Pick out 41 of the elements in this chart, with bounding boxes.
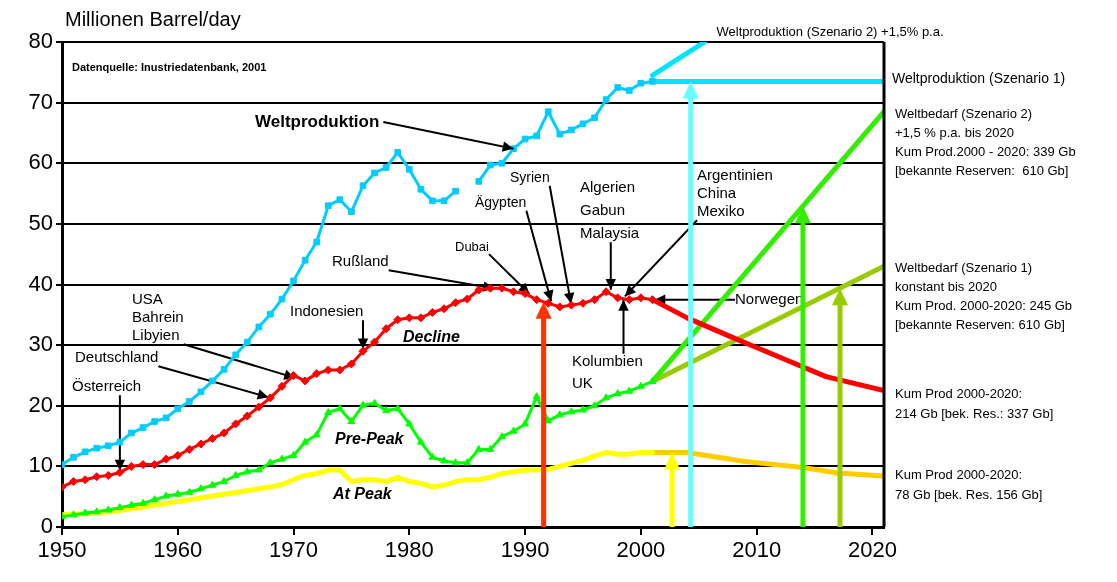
x-tick-label: 2000: [616, 537, 666, 563]
annotation: Deutschland: [75, 348, 159, 366]
annotation: Weltproduktion (Szenario 2) +1,5% p.a.: [716, 23, 944, 39]
annotation: Argentinien China Mexiko: [697, 166, 773, 220]
series-label: Decline: [403, 328, 461, 346]
y-tick-label: 40: [28, 270, 53, 296]
y-tick-label: 20: [28, 391, 53, 417]
annotation: Weltproduktion (Szenario 1): [892, 70, 1066, 87]
series-label: Weltproduktion: [255, 111, 380, 131]
x-tick-label: 2020: [847, 537, 897, 563]
annotation: Syrien: [510, 168, 550, 185]
annotation: Kum Prod 2000-2020: 78 Gb [bek. Res. 156 Gb]: [895, 467, 1043, 503]
x-tick-label: 1990: [500, 537, 550, 563]
y-axis-title: Millionen Barrel/day: [65, 7, 241, 30]
annotation: Norwegen: [735, 290, 804, 308]
annotation: Weltbedarf (Szenario 2) +1,5 % p.a. bis 2020 Kum Prod.2000 - 2020: 339 Gb [bekannte Reserven: 610 Gb]: [895, 106, 1076, 179]
x-tick-label: 1960: [153, 537, 203, 563]
annotation: Kolumbien UK: [572, 352, 643, 392]
y-tick-label: 50: [28, 209, 53, 235]
annotation: USA Bahrein Libyien: [132, 290, 184, 344]
y-tick-label: 30: [28, 331, 53, 357]
x-tick-label: 1980: [384, 537, 434, 563]
y-tick-label: 60: [28, 149, 53, 175]
series-label: At Peak: [332, 485, 393, 503]
y-tick-label: 70: [28, 88, 53, 114]
y-tick-label: 80: [28, 28, 53, 54]
annotation: Österreich: [72, 377, 142, 395]
x-tick-label: 1950: [37, 537, 87, 563]
annotation: Rußland: [332, 252, 389, 270]
x-tick-label: 2010: [732, 537, 782, 563]
series-label: Pre-Peak: [335, 430, 405, 448]
annotation: Algerien Gabun Malaysia: [580, 178, 640, 242]
y-tick-label: 0: [40, 513, 53, 539]
annotation: Datenquelle: Inustriedatenbank, 2001: [72, 61, 267, 74]
annotation: Kum Prod 2000-2020: 214 Gb [bek. Res.: 337 Gb]: [895, 386, 1054, 422]
annotation: Weltbedarf (Szenario 1) konstant bis 2020 Kum Prod. 2000-2020: 245 Gb [bekannte Reserven: 610 Gb]: [895, 259, 1073, 332]
y-tick-label: 10: [28, 452, 53, 478]
annotation: Indonesien: [290, 302, 364, 320]
annotation: Dubai: [455, 238, 490, 254]
x-tick-label: 1970: [269, 537, 319, 563]
annotation: Ägypten: [475, 193, 527, 210]
